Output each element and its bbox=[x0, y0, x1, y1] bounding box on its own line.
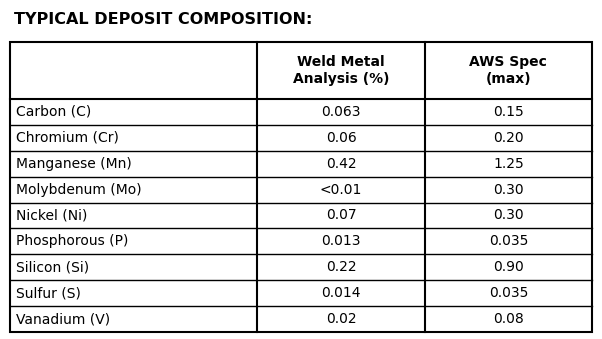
Text: 0.22: 0.22 bbox=[326, 260, 356, 274]
Text: TYPICAL DEPOSIT COMPOSITION:: TYPICAL DEPOSIT COMPOSITION: bbox=[14, 12, 312, 27]
Text: Manganese (Mn): Manganese (Mn) bbox=[16, 157, 132, 171]
Text: Silicon (Si): Silicon (Si) bbox=[16, 260, 89, 274]
Text: Chromium (Cr): Chromium (Cr) bbox=[16, 131, 119, 145]
Text: 0.08: 0.08 bbox=[493, 312, 524, 326]
Text: 0.15: 0.15 bbox=[493, 105, 524, 119]
Text: Vanadium (V): Vanadium (V) bbox=[16, 312, 110, 326]
Text: Phosphorous (P): Phosphorous (P) bbox=[16, 234, 128, 248]
Text: 0.42: 0.42 bbox=[326, 157, 356, 171]
Text: 0.30: 0.30 bbox=[493, 208, 524, 222]
Text: 0.013: 0.013 bbox=[321, 234, 361, 248]
Text: Nickel (Ni): Nickel (Ni) bbox=[16, 208, 87, 222]
Text: 0.07: 0.07 bbox=[326, 208, 356, 222]
Text: 1.25: 1.25 bbox=[493, 157, 524, 171]
Text: Sulfur (S): Sulfur (S) bbox=[16, 286, 81, 300]
Text: 0.035: 0.035 bbox=[489, 286, 528, 300]
Text: AWS Spec
(max): AWS Spec (max) bbox=[470, 55, 547, 85]
Text: 0.02: 0.02 bbox=[326, 312, 356, 326]
Text: 0.20: 0.20 bbox=[493, 131, 524, 145]
Text: <0.01: <0.01 bbox=[320, 183, 362, 197]
Text: Carbon (C): Carbon (C) bbox=[16, 105, 92, 119]
Bar bbox=[10, 42, 592, 332]
Text: 0.30: 0.30 bbox=[493, 183, 524, 197]
Text: 0.014: 0.014 bbox=[321, 286, 361, 300]
Text: 0.063: 0.063 bbox=[321, 105, 361, 119]
Text: 0.035: 0.035 bbox=[489, 234, 528, 248]
Text: Molybdenum (Mo): Molybdenum (Mo) bbox=[16, 183, 141, 197]
Text: 0.06: 0.06 bbox=[326, 131, 356, 145]
Text: Weld Metal
Analysis (%): Weld Metal Analysis (%) bbox=[293, 55, 389, 85]
Text: 0.90: 0.90 bbox=[493, 260, 524, 274]
